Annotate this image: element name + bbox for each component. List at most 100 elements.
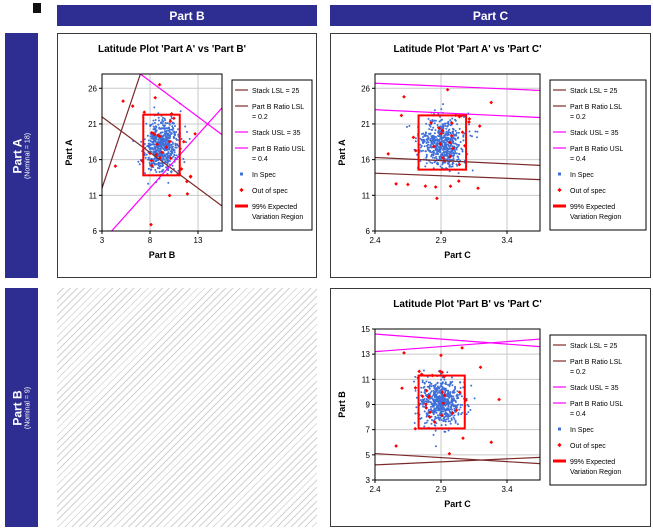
svg-text:Variation Region: Variation Region bbox=[570, 469, 621, 476]
svg-text:3.4: 3.4 bbox=[501, 485, 513, 494]
svg-text:= 0.4: = 0.4 bbox=[570, 411, 586, 418]
svg-text:Part A: Part A bbox=[337, 139, 347, 166]
svg-text:21: 21 bbox=[88, 120, 97, 129]
row-header-content: Part A (Nominal = 18) bbox=[10, 132, 32, 179]
latitude-plot-svg: Latitude Plot 'Part A' vs 'Part C' 2.4 2.9… bbox=[337, 44, 647, 260]
svg-text:6: 6 bbox=[93, 227, 98, 236]
svg-text:3: 3 bbox=[100, 236, 105, 245]
svg-text:Part B Ratio USL: Part B Ratio USL bbox=[570, 401, 623, 408]
svg-text:6: 6 bbox=[366, 227, 371, 236]
svg-text:2.9: 2.9 bbox=[435, 236, 447, 245]
svg-text:Variation Region: Variation Region bbox=[570, 214, 621, 221]
scatter-out-of-spec bbox=[386, 87, 494, 201]
column-header-label: Part B bbox=[169, 8, 205, 23]
svg-text:8: 8 bbox=[148, 236, 153, 245]
variation-region bbox=[417, 374, 466, 430]
svg-text:Stack USL = 35: Stack USL = 35 bbox=[570, 385, 619, 392]
svg-text:Out of spec: Out of spec bbox=[570, 188, 606, 195]
svg-text:16: 16 bbox=[361, 156, 370, 165]
column-header-label: Part C bbox=[472, 8, 509, 23]
plot-frame bbox=[101, 73, 223, 232]
chart-part-a-vs-part-b[interactable]: Latitude Plot 'Part A' vs 'Part B' 3 8 13 6 1… bbox=[57, 33, 317, 278]
svg-text:= 0.2: = 0.2 bbox=[252, 114, 268, 121]
row-header-label: Part A bbox=[10, 138, 25, 173]
scatter-out-of-spec bbox=[113, 82, 197, 227]
column-header-part-c: Part C bbox=[330, 5, 651, 26]
svg-text:2.4: 2.4 bbox=[369, 236, 381, 245]
svg-text:Part A: Part A bbox=[64, 139, 74, 166]
svg-text:99% Expected: 99% Expected bbox=[570, 459, 615, 466]
svg-text:Out of spec: Out of spec bbox=[252, 188, 288, 195]
row-header-part-b: Part B (Nominal = 9) bbox=[5, 288, 38, 527]
spec-lines bbox=[375, 333, 540, 466]
svg-text:15: 15 bbox=[361, 325, 370, 334]
svg-text:11: 11 bbox=[89, 191, 98, 200]
svg-text:3: 3 bbox=[366, 476, 371, 485]
chart-part-b-vs-part-c[interactable]: Latitude Plot 'Part B' vs 'Part C' 2.4 2.9… bbox=[330, 288, 651, 527]
svg-text:= 0.2: = 0.2 bbox=[570, 114, 586, 121]
column-header-part-b: Part B bbox=[57, 5, 317, 26]
svg-text:Stack LSL = 25: Stack LSL = 25 bbox=[570, 88, 618, 95]
svg-text:2.9: 2.9 bbox=[435, 485, 447, 494]
svg-text:5: 5 bbox=[366, 451, 371, 460]
latitude-plot-svg: Latitude Plot 'Part B' vs 'Part C' 2.4 2.9… bbox=[337, 299, 647, 509]
row-header-part-a: Part A (Nominal = 18) bbox=[5, 33, 38, 278]
row-header-sublabel: (Nominal = 9) bbox=[24, 386, 32, 429]
svg-text:= 0.2: = 0.2 bbox=[570, 369, 586, 376]
svg-text:Part B Ratio USL: Part B Ratio USL bbox=[570, 146, 623, 153]
svg-text:Part B Ratio LSL: Part B Ratio LSL bbox=[252, 104, 304, 111]
latitude-plot-svg: Latitude Plot 'Part A' vs 'Part B' 3 8 13 6 1… bbox=[64, 44, 313, 260]
svg-text:13: 13 bbox=[194, 236, 203, 245]
svg-text:3.4: 3.4 bbox=[501, 236, 513, 245]
svg-text:In Spec: In Spec bbox=[570, 172, 594, 179]
svg-text:Part B: Part B bbox=[149, 250, 176, 260]
svg-text:Part B: Part B bbox=[337, 391, 347, 418]
svg-text:Latitude Plot 'Part A' vs 'Par: Latitude Plot 'Part A' vs 'Part C' bbox=[393, 44, 541, 55]
spec-lines bbox=[375, 82, 540, 181]
svg-text:= 0.4: = 0.4 bbox=[252, 156, 268, 163]
empty-hatched-cell bbox=[57, 288, 317, 527]
svg-text:7: 7 bbox=[366, 426, 371, 435]
svg-text:Stack LSL = 25: Stack LSL = 25 bbox=[570, 343, 618, 350]
svg-text:Stack LSL = 25: Stack LSL = 25 bbox=[252, 88, 300, 95]
svg-text:Latitude Plot 'Part A' vs 'Par: Latitude Plot 'Part A' vs 'Part B' bbox=[98, 44, 246, 55]
chart-part-a-vs-part-c[interactable]: Latitude Plot 'Part A' vs 'Part C' 2.4 2.9… bbox=[330, 33, 651, 278]
svg-text:Part B Ratio USL: Part B Ratio USL bbox=[252, 146, 305, 153]
svg-text:Out of spec: Out of spec bbox=[570, 443, 606, 450]
svg-text:= 0.4: = 0.4 bbox=[570, 156, 586, 163]
svg-text:99% Expected: 99% Expected bbox=[570, 204, 615, 211]
svg-text:26: 26 bbox=[88, 84, 97, 93]
row-header-sublabel: (Nominal = 18) bbox=[24, 132, 32, 179]
svg-text:26: 26 bbox=[361, 84, 370, 93]
svg-text:In Spec: In Spec bbox=[252, 172, 276, 179]
row-header-content: Part B (Nominal = 9) bbox=[10, 386, 32, 429]
variation-region bbox=[417, 114, 468, 171]
svg-text:2.4: 2.4 bbox=[369, 485, 381, 494]
svg-text:99% Expected: 99% Expected bbox=[252, 204, 297, 211]
svg-text:In Spec: In Spec bbox=[570, 427, 594, 434]
plot-grid bbox=[375, 74, 540, 231]
svg-text:Part C: Part C bbox=[444, 250, 471, 260]
svg-text:9: 9 bbox=[366, 401, 371, 410]
svg-text:Part C: Part C bbox=[444, 499, 471, 509]
svg-text:Latitude Plot 'Part B' vs 'Par: Latitude Plot 'Part B' vs 'Part C' bbox=[393, 299, 541, 310]
svg-text:11: 11 bbox=[362, 191, 371, 200]
svg-text:Stack USL = 35: Stack USL = 35 bbox=[252, 130, 301, 137]
legend: Stack LSL = 25 Part B Ratio LSL = 0.2 Stack… bbox=[231, 79, 313, 231]
svg-text:13: 13 bbox=[361, 350, 370, 359]
svg-text:Part B Ratio LSL: Part B Ratio LSL bbox=[570, 104, 622, 111]
scatter-in-spec bbox=[413, 369, 476, 448]
legend: Stack LSL = 25 Part B Ratio LSL = 0.2 Stack… bbox=[549, 334, 647, 486]
row-header-label: Part B bbox=[10, 389, 25, 426]
plot-frame bbox=[374, 73, 541, 232]
variation-region bbox=[142, 113, 181, 177]
corner-marker bbox=[33, 3, 41, 13]
legend: Stack LSL = 25 Part B Ratio LSL = 0.2 Stack… bbox=[549, 79, 647, 231]
svg-text:Stack USL = 35: Stack USL = 35 bbox=[570, 130, 619, 137]
svg-text:16: 16 bbox=[88, 156, 97, 165]
svg-text:Part B Ratio LSL: Part B Ratio LSL bbox=[570, 359, 622, 366]
spec-lines bbox=[102, 74, 222, 231]
svg-text:21: 21 bbox=[361, 120, 370, 129]
svg-text:Variation Region: Variation Region bbox=[252, 214, 303, 221]
